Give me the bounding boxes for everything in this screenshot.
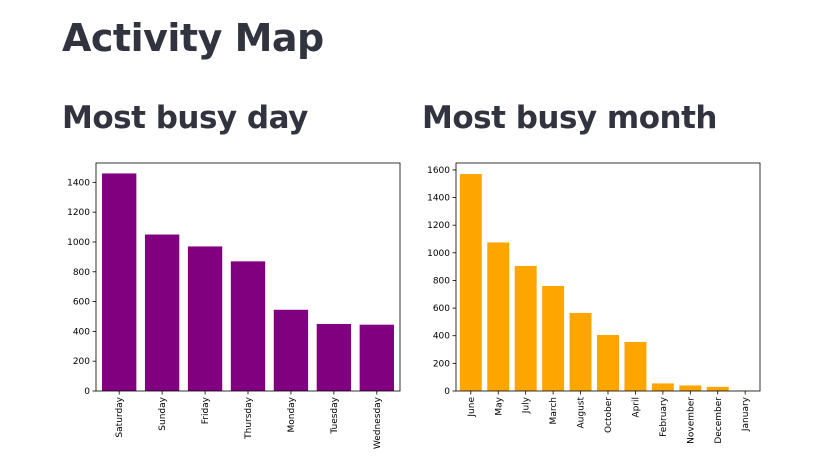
month-bar-april <box>624 341 647 391</box>
month-xtick-label: July <box>522 396 532 414</box>
day-ytick-label: 800 <box>73 268 90 278</box>
month-bar-june <box>459 174 482 391</box>
month-xtick-label: November <box>686 397 696 444</box>
month-ytick-label: 1200 <box>427 221 450 231</box>
month-xtick-label: May <box>494 396 504 415</box>
busy-day-chart: 0 200 400 600 800 1000 1200 1400 Saturday Sunday F… <box>67 162 401 449</box>
month-bar-november <box>679 385 702 391</box>
day-bar-friday <box>187 246 223 391</box>
month-xtick-label: February <box>659 396 669 437</box>
month-xtick-label: June <box>467 397 477 418</box>
day-bar-sunday <box>144 234 180 391</box>
day-bar-tuesday <box>316 323 352 391</box>
day-xtick-label: Monday <box>287 396 297 432</box>
day-bar-saturday <box>102 173 137 391</box>
day-ytick-label: 1400 <box>67 178 90 188</box>
month-bar-december <box>706 386 729 391</box>
month-bar-may <box>487 242 510 391</box>
day-ytick-label: 400 <box>73 327 90 337</box>
day-ytick-label: 1000 <box>67 238 90 248</box>
month-xtick-label: January <box>741 396 751 432</box>
day-xtick-label: Saturday <box>115 396 125 437</box>
day-bar-monday <box>273 309 309 391</box>
month-ytick-label: 0 <box>444 387 450 397</box>
busy-month-chart: 0 200 400 600 800 1000 1200 1400 1600 June May July… <box>427 162 761 444</box>
month-chart-title: Most busy month <box>422 100 717 136</box>
month-xtick-label: March <box>549 397 559 424</box>
day-xtick-label: Sunday <box>158 396 168 430</box>
month-xtick-label: April <box>631 397 641 418</box>
month-xtick-label: August <box>577 397 587 429</box>
month-bar-july <box>514 265 537 391</box>
month-bar-october <box>597 335 619 391</box>
month-bar-august <box>569 312 592 391</box>
month-ytick-label: 200 <box>433 359 450 369</box>
day-ytick-label: 200 <box>73 357 90 367</box>
day-ytick-label: 0 <box>84 387 90 397</box>
month-xtick-label: October <box>604 397 614 433</box>
day-chart-title: Most busy day <box>62 100 308 136</box>
day-bar-wednesday <box>359 324 394 391</box>
day-xtick-label: Thursday <box>244 396 254 440</box>
day-bar-thursday <box>230 261 266 391</box>
month-ytick-label: 1600 <box>427 166 450 176</box>
day-ytick-label: 1200 <box>67 208 90 218</box>
day-ytick-label: 600 <box>73 298 90 308</box>
month-ytick-label: 400 <box>433 332 450 342</box>
month-bar-february <box>651 383 674 391</box>
month-ytick-label: 1400 <box>427 194 450 204</box>
month-bar-march <box>542 285 565 391</box>
page-title: Activity Map <box>62 16 324 60</box>
month-ytick-label: 600 <box>433 304 450 314</box>
month-ytick-label: 1000 <box>427 249 450 259</box>
day-xtick-label: Tuesday <box>330 396 340 434</box>
month-xtick-label: December <box>714 397 724 444</box>
month-ytick-label: 800 <box>433 276 450 286</box>
day-xtick-label: Wednesday <box>373 396 383 449</box>
day-xtick-label: Friday <box>201 396 211 424</box>
